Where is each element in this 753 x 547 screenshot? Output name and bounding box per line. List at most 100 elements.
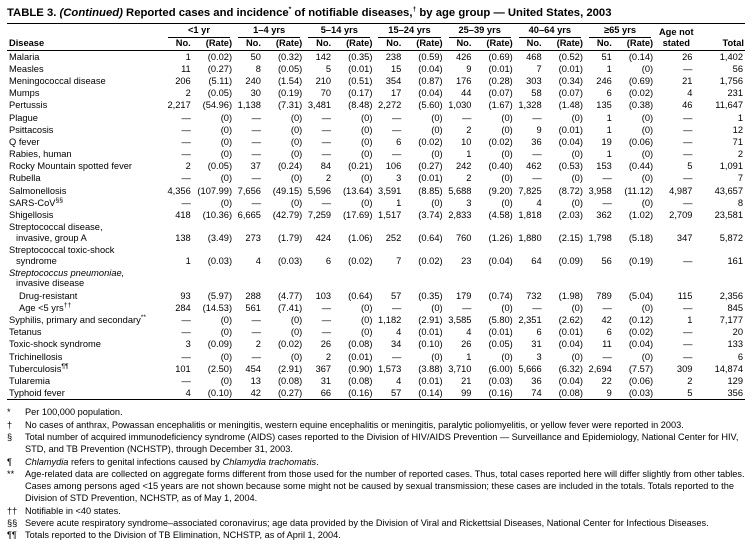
value-cell: 3,710 <box>448 363 472 374</box>
table-title: TABLE 3. (Continued) Reported cases and … <box>7 6 745 20</box>
value-cell: 2 <box>737 149 743 160</box>
value-cell: 242 <box>455 161 472 172</box>
value-cell: (0.14) <box>418 388 443 399</box>
value-cell: — <box>683 197 693 208</box>
value-cell: (0.03) <box>488 375 513 386</box>
value-cell: (0.02) <box>488 136 513 147</box>
footnote-marker: § <box>7 432 13 443</box>
value-cell: (0.59) <box>418 51 443 62</box>
value-cell: 26 <box>682 51 693 62</box>
value-cell: 2 <box>325 351 332 362</box>
value-cell: (0) <box>571 197 583 208</box>
value-cell: 1,030 <box>448 100 472 111</box>
value-cell: 11,647 <box>715 100 743 111</box>
value-cell: (3.88) <box>418 363 443 374</box>
value-cell: 4,356 <box>167 185 191 196</box>
value-cell: 44 <box>461 88 472 99</box>
value-cell: (0.02) <box>277 339 303 350</box>
value-cell: (2.62) <box>558 314 583 325</box>
value-cell: (0) <box>361 112 373 123</box>
value-cell: (54.96) <box>202 100 233 111</box>
value-cell: 6 <box>606 327 612 338</box>
value-cell: 36 <box>531 375 542 386</box>
footnote-text: Total number of acquired immunodeficienc… <box>25 432 745 456</box>
disease-name: Streptococcal toxic-shock syndrome <box>7 244 164 267</box>
disease-name-text: Measles <box>9 63 44 74</box>
value-cell: (0) <box>431 197 443 208</box>
value-cell: — <box>251 149 261 160</box>
value-cell: (0.05) <box>488 339 513 350</box>
header-no: No. <box>163 37 192 51</box>
value-cell: (8.85) <box>418 185 443 196</box>
footnote-text: Totals reported to the Division of TB El… <box>25 530 745 542</box>
value-cell: 284 <box>175 302 191 313</box>
value-cell: (0) <box>501 197 513 208</box>
value-cell: 1,798 <box>588 232 612 243</box>
value-cell: (0) <box>220 314 233 325</box>
value-cell: (6.00) <box>488 363 513 374</box>
value-cell: (0) <box>571 302 583 313</box>
value-cell: (0.04) <box>488 255 513 266</box>
value-cell: (0.12) <box>628 314 654 325</box>
value-cell: 8 <box>737 197 743 208</box>
value-cell: — <box>251 136 261 147</box>
value-cell: (5.80) <box>488 314 513 325</box>
value-cell: — <box>251 351 261 362</box>
value-cell: (0) <box>431 112 443 123</box>
value-cell: 210 <box>315 75 332 86</box>
table-row: Meningococcal disease 206 (5.11) 240 (1.54) 2… <box>7 75 745 87</box>
value-cell: (1.79) <box>277 232 303 243</box>
value-cell: 42 <box>250 388 261 399</box>
value-cell: (0) <box>290 314 303 325</box>
value-cell: 103 <box>315 290 332 301</box>
header-age-not-stated-line1: Age not <box>658 27 694 38</box>
value-cell: 4 <box>396 375 402 386</box>
disease-name: Rocky Mountain spotted fever <box>7 160 164 172</box>
value-cell: (0.01) <box>418 327 443 338</box>
value-cell: (5.11) <box>208 75 233 86</box>
value-cell: (0.01) <box>418 375 443 386</box>
value-cell: 176 <box>455 75 472 86</box>
disease-name: Tuberculosis¶¶ <box>7 363 164 375</box>
footnote-text-part: . <box>316 456 319 467</box>
value-cell: (49.15) <box>272 185 303 196</box>
value-cell: — <box>532 302 542 313</box>
value-cell: (0) <box>571 351 583 362</box>
value-cell: 1,091 <box>719 161 743 172</box>
age-group-label: ≥65 yrs <box>588 24 652 38</box>
value-cell: (0) <box>361 302 373 313</box>
value-cell: (13.64) <box>342 185 373 196</box>
value-cell: 309 <box>676 363 693 374</box>
notifiable-diseases-table: <1 yr 1–4 yrs 5–14 yrs 15–24 yrs 25–39 y… <box>7 23 745 401</box>
value-cell: — <box>532 173 542 184</box>
value-cell: 4 <box>185 388 191 399</box>
value-cell: (5.60) <box>418 100 443 111</box>
value-cell: 2,356 <box>719 290 743 301</box>
value-cell: 206 <box>175 75 191 86</box>
value-cell: (0.64) <box>348 290 373 301</box>
value-cell: (0) <box>641 63 654 74</box>
value-cell: (0.07) <box>558 88 583 99</box>
footnote-text-part: Chlamydia trachomatis <box>222 456 317 467</box>
footnote-text-part: Severe acute respiratory syndrome–associ… <box>25 518 709 529</box>
value-cell: (7.31) <box>277 100 303 111</box>
disease-name: Meningococcal disease <box>7 75 164 87</box>
value-cell: 3,591 <box>378 185 402 196</box>
disease-name-text: Rabies, human <box>9 149 72 160</box>
value-cell: 252 <box>385 232 402 243</box>
value-cell: 789 <box>596 290 612 301</box>
disease-name-text: Typhoid fever <box>9 388 65 399</box>
table-group-header-row: Streptococcus pneumoniae, invasive diseas… <box>7 267 745 290</box>
footnote-text-part: Totals reported to the Division of TB El… <box>25 530 341 541</box>
age-group-header: 1–4 yrs <box>234 24 304 38</box>
age-group-header: ≥65 yrs <box>585 24 655 38</box>
footnote-text-part: Notifiable in <40 states. <box>25 505 121 516</box>
value-cell: (0.34) <box>558 75 583 86</box>
value-cell: (0) <box>361 124 373 135</box>
age-group-label: 5–14 yrs <box>308 24 371 38</box>
value-cell: — <box>181 197 191 208</box>
value-cell: 1,402 <box>719 51 743 62</box>
disease-name: Typhoid fever <box>7 387 164 400</box>
value-cell: (2.91) <box>277 363 303 374</box>
footnote: † No cases of anthrax, Powassan encephali… <box>7 420 745 432</box>
